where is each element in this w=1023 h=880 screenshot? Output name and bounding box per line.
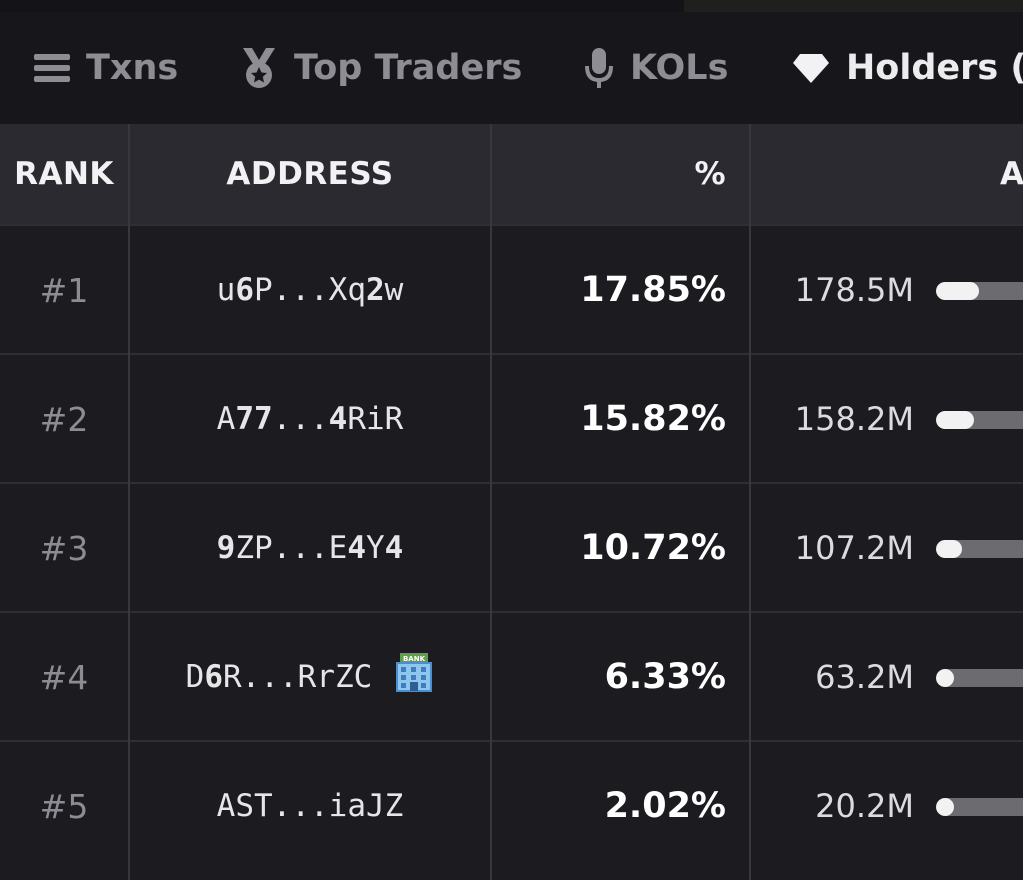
tab-txns[interactable]: Txns (34, 12, 178, 124)
holding-bar (936, 540, 1023, 558)
header-percent[interactable]: % (694, 156, 726, 192)
percent-cell: 15.82% (580, 399, 726, 439)
tab-bar: Txns Top Traders KOLs Holders (1 (0, 12, 1023, 134)
address-segment: RiR (347, 401, 404, 437)
address-link[interactable]: A 77... 4 RiR (130, 355, 490, 483)
holding-bar-fill (936, 282, 979, 300)
percent-cell: 17.85% (580, 270, 726, 310)
rank-cell: #2 (39, 399, 89, 439)
table-row[interactable]: #5 AST...iaJZ 2.02% 20.2M (0, 740, 1023, 870)
tab-top-traders[interactable]: Top Traders (240, 12, 522, 124)
table-row[interactable]: #2 A 77... 4 RiR 15.82% 158.2M (0, 353, 1023, 483)
tab-kols-label: KOLs (630, 48, 729, 88)
holding-bar-fill (936, 669, 954, 687)
diamond-icon (792, 52, 830, 84)
address-link[interactable]: u 6 P...Xq 2 w (130, 226, 490, 354)
column-divider (490, 124, 492, 880)
column-divider (749, 124, 751, 880)
address-link[interactable]: D 6 R...RrZC BANK (130, 613, 490, 741)
address-segment: R...RrZC (223, 659, 373, 695)
holding-bar (936, 798, 1023, 816)
amount-cell: 178.5M (794, 271, 914, 309)
list-icon (34, 52, 70, 84)
address-segment: 6 (204, 659, 224, 695)
rank-cell: #5 (39, 786, 89, 826)
rank-cell: #3 (39, 528, 89, 568)
holding-bar (936, 669, 1023, 687)
address-segment: 6 (235, 272, 254, 308)
amount-cell: 63.2M (815, 658, 914, 696)
table-row[interactable]: #1 u 6 P...Xq 2 w 17.85% 178.5M (0, 224, 1023, 354)
medal-icon (240, 46, 278, 90)
address-segment: 4 (384, 530, 404, 566)
header-amount[interactable]: A (1000, 156, 1023, 192)
tab-holders[interactable]: Holders (1 (792, 12, 1023, 124)
column-divider (128, 124, 130, 880)
tab-top-traders-label: Top Traders (294, 48, 523, 88)
top-strip-right (684, 0, 1023, 12)
address-link[interactable]: 9 ZP...E 4 Y 4 (130, 484, 490, 612)
address-segment: ... (272, 401, 329, 437)
address-segment: u (216, 272, 236, 308)
top-strip (0, 0, 1023, 12)
holding-bar-fill (936, 540, 962, 558)
holding-bar (936, 411, 1023, 429)
header-address[interactable]: ADDRESS (226, 156, 394, 192)
address-segment: Y (365, 530, 385, 566)
rank-cell: #1 (39, 270, 89, 310)
address-segment: 2 (365, 272, 385, 308)
address-segment: 9 (216, 530, 236, 566)
address-segment: 4 (347, 530, 366, 566)
address-segment: w (384, 272, 404, 308)
rank-cell: #4 (39, 657, 89, 697)
percent-cell: 2.02% (604, 786, 726, 826)
bank-icon: BANK (394, 653, 434, 701)
tab-holders-label: Holders (1 (846, 48, 1023, 88)
percent-cell: 6.33% (604, 657, 726, 697)
amount-cell: 158.2M (794, 400, 914, 438)
amount-cell: 107.2M (794, 529, 914, 567)
address-segment: A (216, 401, 236, 437)
holding-bar (936, 282, 1023, 300)
header-rank[interactable]: RANK (14, 156, 114, 192)
table-header: RANK ADDRESS % A (0, 124, 1023, 224)
address-segment: P...Xq (254, 272, 366, 308)
bank-badge-text: BANK (403, 655, 426, 663)
microphone-icon (584, 46, 614, 90)
address-segment: ZP...E (235, 530, 348, 566)
address-segment: AST...iaJZ (216, 788, 404, 824)
tab-kols[interactable]: KOLs (584, 12, 728, 124)
address-link[interactable]: AST...iaJZ (130, 742, 490, 870)
address-segment: 77 (235, 401, 273, 437)
table-row[interactable]: #4 D 6 R...RrZC BANK 6.33% 63.2M (0, 611, 1023, 741)
holding-bar-fill (936, 411, 974, 429)
amount-cell: 20.2M (815, 787, 914, 825)
address-segment: 4 (328, 401, 348, 437)
percent-cell: 10.72% (580, 528, 726, 568)
table-row[interactable]: #3 9 ZP...E 4 Y 4 10.72% 107.2M (0, 482, 1023, 612)
holding-bar-fill (936, 798, 954, 816)
tab-txns-label: Txns (86, 48, 179, 88)
address-segment: D (185, 659, 205, 695)
holders-table: RANK ADDRESS % A #1 u 6 P...Xq 2 w 17.85% 178.5… (0, 124, 1023, 880)
